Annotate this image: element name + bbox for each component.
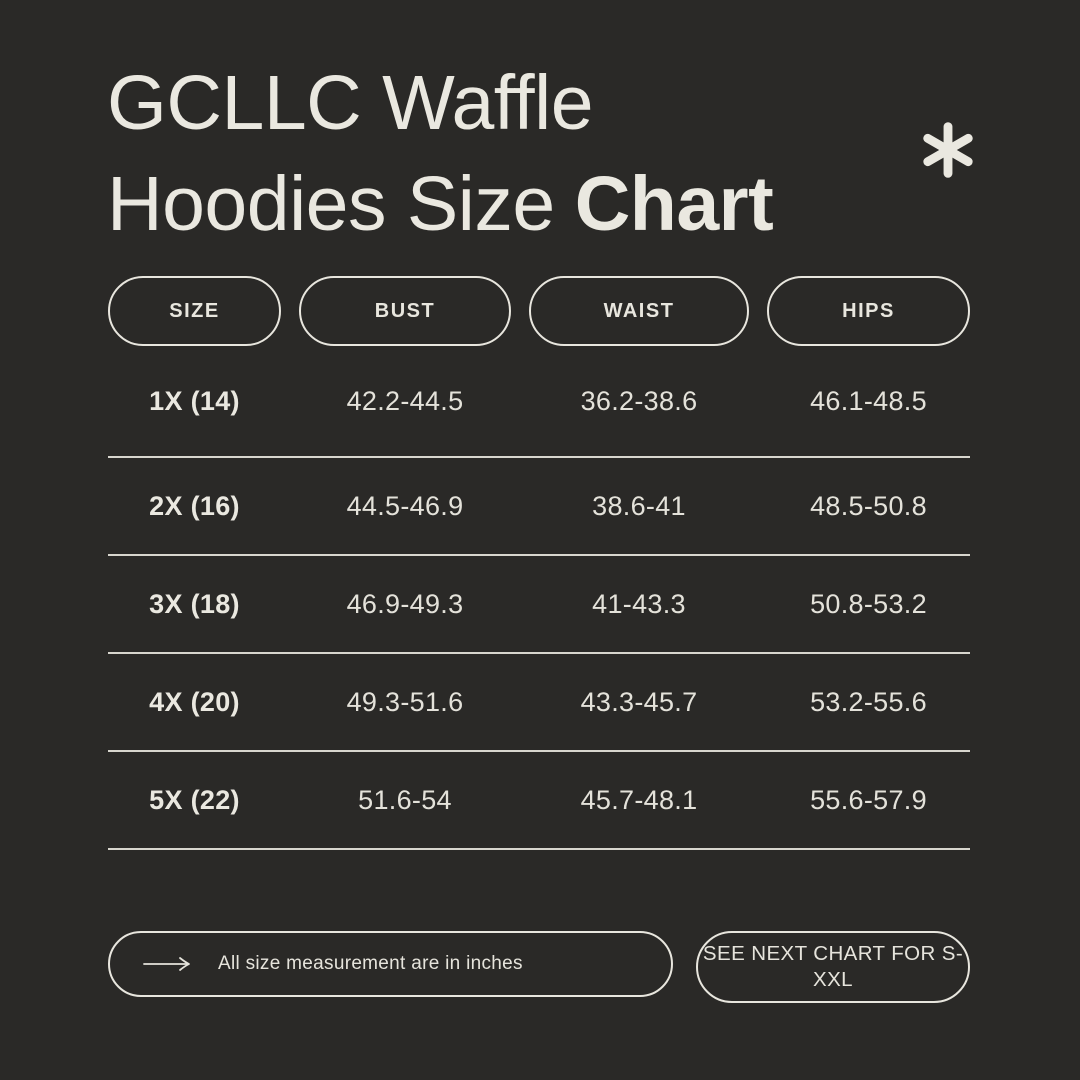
- cell-waist: 38.6-41: [592, 490, 686, 521]
- cell-hips: 48.5-50.8: [810, 490, 927, 521]
- table-row: 2X (16) 44.5-46.9 38.6-41 48.5-50.8: [108, 458, 970, 556]
- cell-size: 4X (20): [149, 686, 240, 717]
- cell-size: 3X (18): [149, 588, 240, 619]
- asterisk-icon: [920, 122, 976, 178]
- cell-size: 5X (22): [149, 784, 240, 815]
- table-row: 3X (18) 46.9-49.3 41-43.3 50.8-53.2: [108, 556, 970, 654]
- column-header-waist: WAIST: [529, 276, 749, 346]
- page-title-emphasis: Chart: [574, 161, 774, 247]
- size-chart-table: SIZE BUST WAIST HIPS 1X (14) 42.2-44.5 3…: [108, 276, 970, 850]
- cell-bust: 51.6-54: [358, 784, 452, 815]
- cell-size: 2X (16): [149, 490, 240, 521]
- column-header-bust: BUST: [299, 276, 511, 346]
- cell-bust: 46.9-49.3: [346, 588, 464, 619]
- units-note-pill: All size measurement are in inches: [108, 931, 673, 997]
- cell-hips: 46.1-48.5: [810, 385, 927, 416]
- cell-waist: 36.2-38.6: [580, 385, 698, 416]
- table-row: 1X (14) 42.2-44.5 36.2-38.6 46.1-48.5: [108, 346, 970, 458]
- column-header-size: SIZE: [108, 276, 281, 346]
- cell-hips: 55.6-57.9: [810, 784, 927, 815]
- cell-bust: 49.3-51.6: [346, 686, 464, 717]
- cell-waist: 41-43.3: [592, 588, 686, 619]
- cell-waist: 45.7-48.1: [580, 784, 698, 815]
- cell-bust: 42.2-44.5: [346, 385, 464, 416]
- table-header-row: SIZE BUST WAIST HIPS: [108, 276, 970, 346]
- page-title: GCLLC Waffle Hoodies Size Chart: [107, 53, 774, 255]
- page-title-line1: GCLLC Waffle: [107, 60, 594, 146]
- cell-hips: 50.8-53.2: [810, 588, 927, 619]
- cell-waist: 43.3-45.7: [580, 686, 698, 717]
- page-title-line2: Hoodies Size Chart: [107, 161, 774, 247]
- cell-hips: 53.2-55.6: [810, 686, 927, 717]
- right-arrow-icon: [142, 956, 192, 972]
- cell-size: 1X (14): [149, 385, 240, 416]
- column-header-hips: HIPS: [767, 276, 970, 346]
- table-row: 4X (20) 49.3-51.6 43.3-45.7 53.2-55.6: [108, 654, 970, 752]
- next-chart-note-pill: SEE NEXT CHART FOR S-XXL: [696, 931, 970, 1003]
- table-row: 5X (22) 51.6-54 45.7-48.1 55.6-57.9: [108, 752, 970, 850]
- cell-bust: 44.5-46.9: [346, 490, 464, 521]
- next-chart-note-text: SEE NEXT CHART FOR S-XXL: [702, 942, 964, 991]
- units-note-text: All size measurement are in inches: [218, 953, 523, 974]
- footer: All size measurement are in inches SEE N…: [108, 931, 970, 1003]
